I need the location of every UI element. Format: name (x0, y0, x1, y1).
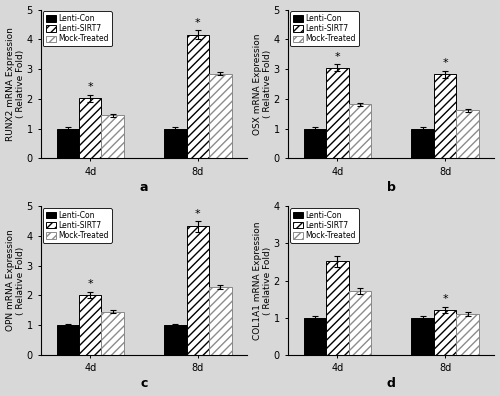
Legend: Lenti-Con, Lenti-SIRT7, Mock-Treated: Lenti-Con, Lenti-SIRT7, Mock-Treated (43, 208, 112, 243)
Text: *: * (442, 294, 448, 305)
Bar (164, 325, 186, 355)
Legend: Lenti-Con, Lenti-SIRT7, Mock-Treated: Lenti-Con, Lenti-SIRT7, Mock-Treated (290, 208, 359, 243)
Bar (186, 227, 209, 355)
Legend: Lenti-Con, Lenti-SIRT7, Mock-Treated: Lenti-Con, Lenti-SIRT7, Mock-Treated (290, 11, 359, 46)
Bar (209, 287, 232, 355)
Bar (304, 318, 326, 355)
Text: *: * (442, 59, 448, 69)
Bar (456, 110, 478, 158)
Y-axis label: COL1A1 mRNA Expression
( Relative Fold): COL1A1 mRNA Expression ( Relative Fold) (253, 221, 272, 340)
Bar (412, 318, 434, 355)
Bar (326, 68, 348, 158)
Bar (456, 314, 478, 355)
Text: *: * (88, 280, 93, 289)
Bar (348, 291, 371, 355)
Bar (304, 129, 326, 158)
Bar (56, 129, 79, 158)
Bar (164, 129, 186, 158)
X-axis label: a: a (140, 181, 148, 194)
Bar (79, 295, 102, 355)
Bar (209, 74, 232, 158)
Bar (79, 98, 102, 158)
Bar (412, 129, 434, 158)
Bar (102, 312, 124, 355)
Text: *: * (88, 82, 93, 92)
Bar (348, 104, 371, 158)
Bar (326, 261, 348, 355)
Y-axis label: OPN mRNA Expression
( Relative Fold): OPN mRNA Expression ( Relative Fold) (6, 230, 25, 331)
X-axis label: c: c (140, 377, 148, 390)
Y-axis label: OSX mRNA Expression
( Relative Fold): OSX mRNA Expression ( Relative Fold) (253, 33, 272, 135)
Bar (434, 74, 456, 158)
Bar (56, 325, 79, 355)
Y-axis label: RUNX2 mRNA Expression
( Relative Fold): RUNX2 mRNA Expression ( Relative Fold) (6, 27, 25, 141)
X-axis label: d: d (387, 377, 396, 390)
X-axis label: b: b (387, 181, 396, 194)
Legend: Lenti-Con, Lenti-SIRT7, Mock-Treated: Lenti-Con, Lenti-SIRT7, Mock-Treated (43, 11, 112, 46)
Text: *: * (195, 18, 200, 28)
Bar (102, 115, 124, 158)
Text: *: * (334, 51, 340, 62)
Text: *: * (195, 209, 200, 219)
Bar (434, 310, 456, 355)
Bar (186, 35, 209, 158)
